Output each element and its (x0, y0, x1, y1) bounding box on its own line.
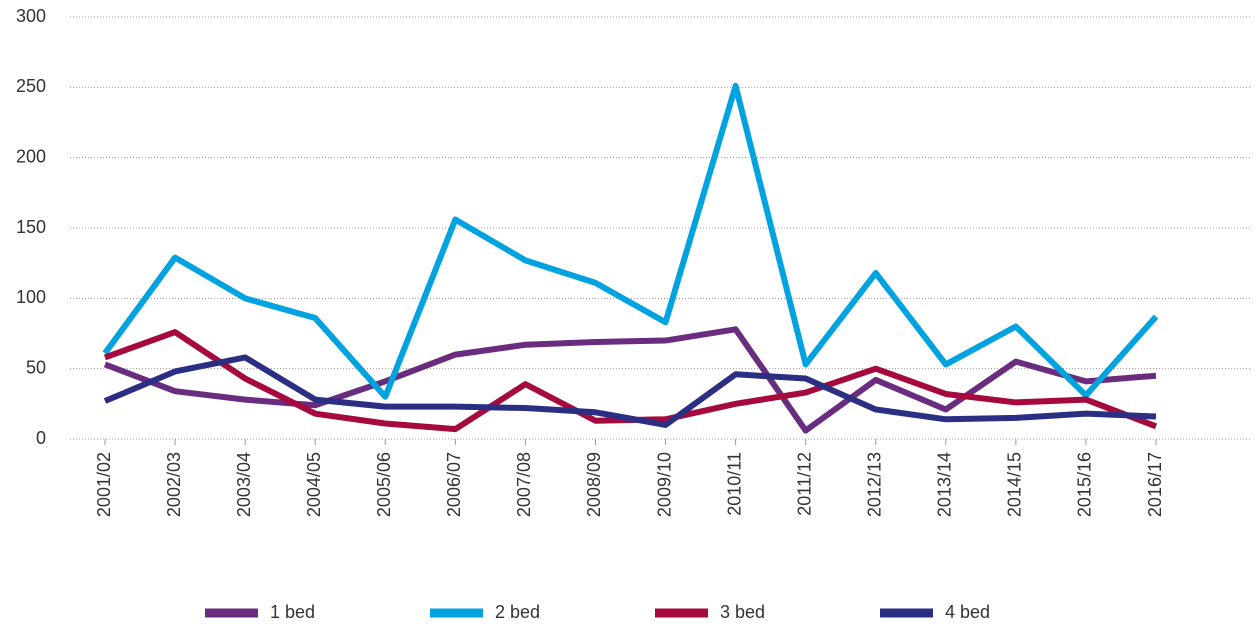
x-tick-label: 2008/09 (584, 452, 604, 517)
x-tick-label: 2006/07 (444, 452, 464, 517)
series-line (103, 326, 1157, 434)
y-tick-label: 0 (36, 428, 46, 448)
x-tick-label: 2009/10 (654, 452, 674, 517)
x-tick-label: 2007/08 (514, 452, 534, 517)
x-tick-label: 2001/02 (94, 452, 114, 517)
x-tick-label: 2002/03 (164, 452, 184, 517)
x-tick-label: 2011/12 (794, 452, 814, 516)
legend-label: 3 bed (720, 602, 765, 622)
x-tick-label: 2004/05 (304, 452, 324, 517)
x-tick-label: 2005/06 (374, 452, 394, 517)
y-tick-label: 250 (16, 76, 46, 96)
y-tick-label: 50 (26, 357, 46, 377)
series-line (103, 354, 1157, 428)
legend-label: 2 bed (495, 602, 540, 622)
x-tick-label: 2003/04 (234, 452, 254, 517)
y-tick-label: 100 (16, 287, 46, 307)
legend-label: 4 bed (945, 602, 990, 622)
series-line (102, 82, 1159, 400)
x-tick-label: 2013/14 (935, 452, 955, 517)
x-tick-label: 2010/11 (724, 452, 744, 516)
y-tick-label: 150 (16, 217, 46, 237)
legend-label: 1 bed (270, 602, 315, 622)
x-tick-label: 2014/15 (1005, 452, 1025, 517)
y-tick-label: 200 (16, 146, 46, 166)
x-tick-label: 2012/13 (864, 452, 884, 517)
x-tick-label: 2016/17 (1145, 452, 1165, 517)
series-line (103, 329, 1158, 433)
y-tick-label: 300 (16, 6, 46, 26)
x-tick-label: 2015/16 (1075, 452, 1095, 517)
